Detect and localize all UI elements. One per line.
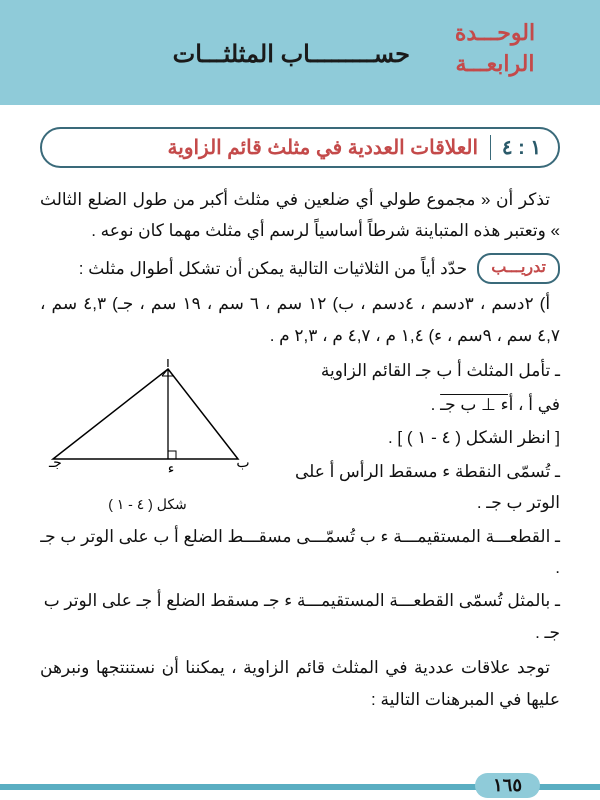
- exercise-row: تدريـــب حدّد أياً من الثلاثيات التالية …: [40, 253, 560, 285]
- chapter-title: حســـــــــاب المثلثـــات: [173, 40, 410, 69]
- options-line: أ) ٢دسم ، ٣دسم ، ٤دسم ، ب) ١٢ سم ، ٦ سم …: [40, 288, 560, 351]
- svg-text:أ: أ: [166, 359, 170, 370]
- footer: ١٦٥: [0, 772, 600, 800]
- exercise-label: تدريـــب: [477, 253, 560, 285]
- section-box: ١ : ٤ العلاقات العددية في مثلث قائم الزا…: [40, 127, 560, 168]
- triangle-figure: أ ب جـ ء شكل ( ٤ - ١ ): [40, 359, 255, 517]
- figure-caption: شكل ( ٤ - ١ ): [40, 492, 255, 518]
- section-title: العلاقات العددية في مثلث قائم الزاوية: [168, 135, 478, 160]
- b2-b: .: [431, 395, 440, 414]
- unit-line2: الرابعـــة: [430, 49, 560, 80]
- figure-and-bullets: أ ب جـ ء شكل ( ٤ - ١ ) ـ تأمل المثلث أ ب…: [40, 355, 560, 648]
- bullet-6: ـ بالمثل تُسمّى القطعـــة المستقيمـــة ء…: [40, 585, 560, 648]
- svg-text:ب: ب: [236, 454, 249, 470]
- b2-a: في أ ،: [513, 395, 560, 414]
- bullet-5: ـ القطعـــة المستقيمـــة ء ب تُسمّـــى م…: [40, 521, 560, 584]
- closing-paragraph: توجد علاقات عددية في المثلث قائم الزاوية…: [40, 652, 560, 715]
- triangle-svg: أ ب جـ ء: [43, 359, 253, 479]
- unit-label: الوحـــدة الرابعـــة: [430, 18, 560, 80]
- header-band: الوحـــدة الرابعـــة حســـــــــاب المثل…: [0, 0, 600, 105]
- unit-line1: الوحـــدة: [430, 18, 560, 49]
- intro-paragraph: تذكر أن « مجموع طولي أي ضلعين في مثلث أك…: [40, 184, 560, 247]
- exercise-text: حدّد أياً من الثلاثيات التالية يمكن أن ت…: [40, 253, 467, 284]
- svg-text:جـ: جـ: [48, 454, 62, 470]
- page-number: ١٦٥: [475, 773, 540, 798]
- b2-seg: أء ⊥ ب جـ: [440, 395, 513, 414]
- section-number: ١ : ٤: [490, 135, 544, 160]
- content-area: تذكر أن « مجموع طولي أي ضلعين في مثلث أك…: [0, 184, 600, 715]
- svg-text:ء: ء: [167, 460, 174, 476]
